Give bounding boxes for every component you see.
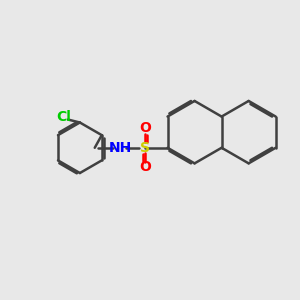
Text: O: O: [139, 122, 151, 136]
Text: O: O: [139, 160, 151, 174]
Text: NH: NH: [108, 141, 132, 155]
Text: Cl: Cl: [56, 110, 71, 124]
Text: S: S: [140, 141, 150, 155]
